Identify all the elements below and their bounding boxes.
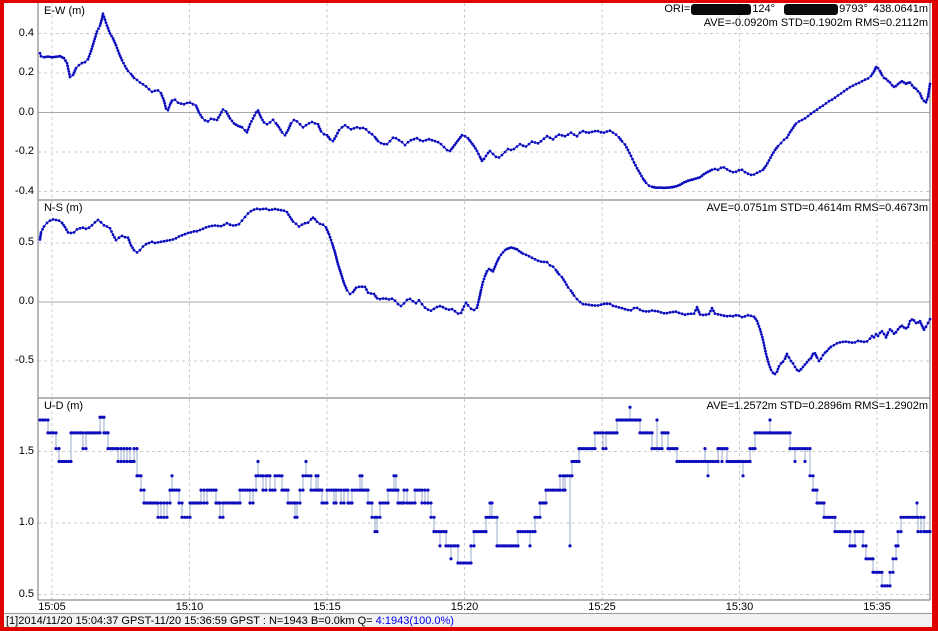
ud-series-link [40,416,930,587]
ud-series-spikes [171,407,918,559]
ew-series-line [39,11,931,189]
frame-right [932,0,938,631]
ns-series-line [39,208,931,375]
frame-bottom [0,627,938,631]
status-quality: 4:1943(100.0%) [375,615,454,627]
frame-left [0,0,4,631]
ud-series-points [38,405,932,588]
status-bar: [1]2014/11/20 15:04:37 GPST-11/20 15:36:… [4,613,932,628]
ew-series-points [38,12,932,190]
ns-series-points [38,207,932,376]
frame-top [0,0,938,3]
status-text: [1]2014/11/20 15:04:37 GPST-11/20 15:36:… [6,615,376,627]
